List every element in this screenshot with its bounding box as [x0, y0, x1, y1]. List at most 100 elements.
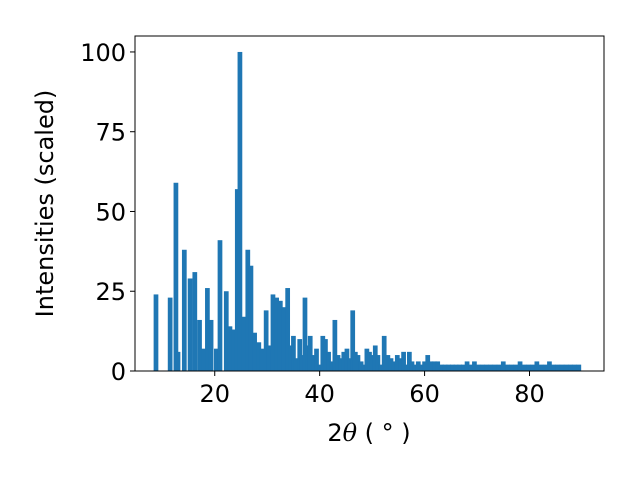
bar: [293, 358, 299, 371]
bar: [398, 358, 403, 371]
bar: [468, 364, 474, 371]
bar: [412, 364, 418, 371]
bar: [307, 335, 313, 371]
bar: [299, 355, 305, 371]
bar: [369, 355, 375, 371]
bar: [505, 364, 510, 371]
bar: [326, 351, 331, 371]
bar: [314, 348, 319, 371]
bar: [439, 364, 444, 371]
bar: [285, 288, 291, 371]
bar: [288, 345, 294, 371]
bar: [252, 332, 257, 371]
bar: [496, 364, 502, 371]
bar: [256, 342, 262, 371]
bar: [475, 364, 481, 371]
bar: [563, 364, 569, 371]
bar: [401, 351, 406, 371]
bar: [173, 182, 179, 371]
bar: [311, 355, 316, 371]
bar: [305, 345, 310, 371]
bar: [446, 364, 452, 371]
bar: [281, 307, 287, 371]
bar: [358, 361, 364, 371]
bar: [521, 364, 527, 371]
bar: [367, 351, 372, 371]
bar: [472, 361, 477, 371]
bar: [415, 361, 421, 371]
bar: [213, 348, 219, 371]
y-tick-label: 25: [95, 278, 126, 306]
bar: [534, 361, 540, 371]
bar: [388, 358, 394, 371]
bar: [231, 329, 236, 371]
bar: [457, 364, 463, 371]
bar: [551, 364, 556, 371]
bar: [442, 364, 448, 371]
bar: [201, 348, 207, 371]
bar: [492, 364, 498, 371]
bar: [197, 319, 202, 371]
bar: [277, 300, 283, 371]
bar: [344, 348, 350, 371]
bar: [175, 351, 181, 371]
bar: [323, 339, 328, 371]
bar: [266, 345, 272, 371]
bar: [568, 364, 573, 371]
bar: [559, 364, 565, 371]
bar: [428, 361, 434, 371]
bar: [361, 364, 367, 371]
y-tick-label: 100: [80, 39, 126, 67]
bar: [341, 351, 347, 371]
bar: [227, 326, 233, 371]
bar: [484, 364, 489, 371]
bar: [555, 364, 561, 371]
bar: [217, 240, 223, 371]
theta-symbol: θ: [343, 419, 358, 447]
bar: [488, 364, 494, 371]
bar: [450, 364, 455, 371]
bar: [355, 355, 361, 371]
bar: [394, 355, 400, 371]
bar: [245, 249, 251, 371]
bar: [350, 310, 356, 371]
bar: [320, 335, 326, 371]
bar: [381, 335, 387, 371]
bar: [263, 310, 269, 371]
bar: [572, 364, 577, 371]
x-tick-label: 60: [409, 380, 440, 408]
bar: [223, 291, 229, 371]
bar: [419, 364, 424, 371]
y-axis-label: Intensities (scaled): [31, 90, 59, 318]
bar: [181, 249, 187, 371]
bar: [352, 351, 358, 371]
bar-series: [153, 51, 582, 371]
bar: [291, 335, 296, 371]
bar: [259, 348, 265, 371]
y-axis-ticks: 0 25 50 75 100: [80, 39, 135, 386]
y-tick-label: 50: [95, 198, 126, 226]
bar: [347, 358, 352, 371]
bar: [538, 364, 544, 371]
bar: [329, 361, 335, 371]
bar: [391, 361, 397, 371]
bar: [335, 355, 341, 371]
x-tick-label: 20: [199, 380, 230, 408]
bar: [192, 272, 198, 371]
bar: [274, 297, 280, 371]
bar: [422, 361, 427, 371]
bar: [530, 364, 536, 371]
bar: [187, 278, 193, 371]
y-tick-label: 75: [95, 119, 126, 147]
bar: [270, 294, 276, 371]
bar: [385, 355, 391, 371]
bar: [432, 361, 437, 371]
bar: [500, 361, 506, 371]
bar: [234, 189, 240, 371]
bar: [542, 364, 548, 371]
bar: [317, 364, 323, 371]
bar: [576, 364, 582, 371]
bar: [547, 361, 552, 371]
bar: [517, 361, 523, 371]
bar: [513, 364, 519, 371]
